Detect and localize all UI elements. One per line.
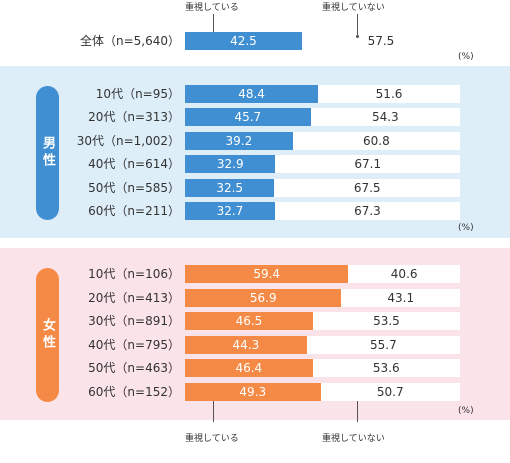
bar-not-important-female-0 <box>348 265 460 283</box>
value-label-not-important-male-4: 67.5 <box>353 181 381 195</box>
value-label-important-female-0: 59.4 <box>253 267 281 281</box>
legend-top-not-important-leader <box>357 14 358 36</box>
value-label-not-important-female-5: 50.7 <box>376 385 404 399</box>
value-label-important-male-4: 32.5 <box>216 181 244 195</box>
bar-not-important-male-1 <box>310 108 460 126</box>
legend-top-important-leader <box>213 14 214 36</box>
row-label-all-0: 全体（n=5,640） <box>79 34 180 48</box>
value-label-not-important-female-0: 40.6 <box>390 267 418 281</box>
row-label-male-1: 20代（n=313） <box>88 110 180 124</box>
value-label-important-male-1: 45.7 <box>234 110 262 124</box>
percent-unit-female: (%) <box>458 406 474 416</box>
row-label-female-5: 60代（n=152） <box>88 385 180 399</box>
bar-important-male-5 <box>185 202 275 220</box>
row-label-female-1: 20代（n=413） <box>88 291 180 305</box>
legend-bottom-important: 重視している <box>185 434 239 444</box>
value-label-important-female-3: 44.3 <box>232 338 260 352</box>
bar-not-important-male-4 <box>274 179 460 197</box>
value-label-not-important-male-3: 67.1 <box>354 157 382 171</box>
bar-not-important-female-4 <box>312 359 460 377</box>
bar-important-male-3 <box>185 155 276 173</box>
bar-important-female-3 <box>185 336 307 354</box>
bar-not-important-male-3 <box>275 155 460 173</box>
bar-important-all-0 <box>185 32 302 50</box>
row-label-female-3: 40代（n=795） <box>88 338 180 352</box>
value-label-important-female-2: 46.5 <box>235 314 263 328</box>
row-label-female-0: 10代（n=106） <box>88 267 180 281</box>
value-label-important-all-0: 42.5 <box>230 34 257 48</box>
value-label-important-male-3: 32.9 <box>216 157 244 171</box>
bar-important-female-5 <box>185 383 321 401</box>
female-group-label: 女性 <box>36 268 59 402</box>
row-label-male-0: 10代（n=95） <box>95 87 180 101</box>
percent-unit-all: (%) <box>458 52 474 62</box>
value-label-important-male-5: 32.7 <box>216 204 244 218</box>
bar-not-important-female-5 <box>320 383 460 401</box>
bar-not-important-male-0 <box>318 85 460 103</box>
legend-top-not-important-dot <box>356 35 359 38</box>
bar-not-important-male-5 <box>274 202 460 220</box>
value-label-important-male-0: 48.4 <box>238 87 265 101</box>
percent-unit-male: (%) <box>458 223 474 233</box>
bar-important-male-1 <box>185 108 311 126</box>
row-label-male-5: 60代（n=211） <box>88 204 180 218</box>
bar-not-important-female-3 <box>306 336 460 354</box>
value-label-not-important-male-0: 51.6 <box>375 87 403 101</box>
bar-not-important-female-1 <box>341 289 460 307</box>
value-label-not-important-male-2: 60.8 <box>363 134 390 148</box>
value-label-important-female-1: 56.9 <box>249 291 277 305</box>
row-label-male-3: 40代（n=614） <box>88 157 180 171</box>
bar-not-important-female-2 <box>312 312 460 330</box>
value-label-not-important-female-3: 55.7 <box>370 338 397 352</box>
value-label-not-important-female-1: 43.1 <box>387 291 415 305</box>
value-label-important-male-2: 39.2 <box>225 134 253 148</box>
male-group-label: 男性 <box>36 86 59 220</box>
value-label-not-important-female-2: 53.5 <box>373 314 400 328</box>
bar-important-female-0 <box>185 265 349 283</box>
value-label-not-important-all-0: 57.5 <box>367 34 395 48</box>
bar-important-male-4 <box>185 179 275 197</box>
row-label-male-2: 30代（n=1,002） <box>76 134 180 148</box>
legend-top-not-important: 重視していない <box>322 3 385 13</box>
legend-bottom-not-important-leader <box>357 392 358 422</box>
bar-important-female-2 <box>185 312 313 330</box>
bar-important-female-4 <box>185 359 313 377</box>
legend-bottom-important-leader <box>213 392 214 422</box>
legend-bottom-not-important: 重視していない <box>322 434 385 444</box>
value-label-important-female-5: 49.3 <box>239 385 267 399</box>
value-label-not-important-male-1: 54.3 <box>371 110 399 124</box>
legend-top-important: 重視している <box>185 3 239 13</box>
bar-not-important-male-2 <box>292 132 460 150</box>
row-label-male-4: 50代（n=585） <box>88 181 180 195</box>
value-label-important-female-4: 46.4 <box>235 361 263 375</box>
bar-important-female-1 <box>185 289 342 307</box>
row-label-female-2: 30代（n=891） <box>88 314 180 328</box>
value-label-not-important-male-5: 67.3 <box>354 204 381 218</box>
bar-important-male-2 <box>185 132 293 150</box>
bar-important-male-0 <box>185 85 319 103</box>
row-label-female-4: 50代（n=463） <box>88 361 180 375</box>
value-label-not-important-female-4: 53.6 <box>372 361 400 375</box>
